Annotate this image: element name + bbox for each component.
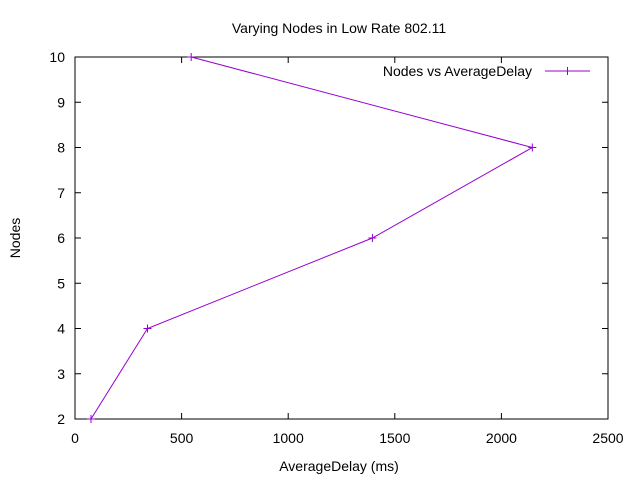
x-tick-label: 1500 [379,430,410,446]
x-tick-label: 2000 [486,430,517,446]
y-tick-label: 3 [57,366,65,382]
y-tick-label: 6 [57,230,65,246]
x-tick-label: 0 [71,430,79,446]
x-tick-label: 1000 [273,430,304,446]
x-axis: 0 500 1000 1500 2000 2500 [71,57,624,446]
y-tick-label: 7 [57,185,65,201]
chart-title: Varying Nodes in Low Rate 802.11 [232,20,446,36]
series-line [90,56,534,420]
y-axis-label: Nodes [7,218,23,258]
data-point [187,53,196,61]
y-tick-label: 8 [57,140,65,156]
y-tick-label: 10 [49,49,65,65]
data-point [368,234,377,242]
plot-frame [74,56,609,420]
y-axis: 2 3 4 5 6 7 8 9 10 [49,49,608,427]
series-layer [86,53,537,423]
y-tick-label: 5 [57,275,65,291]
x-tick-label: 500 [170,430,194,446]
y-tick-label: 4 [57,321,65,337]
y-tick-label: 2 [57,411,65,427]
legend-label: Nodes vs AverageDelay [383,63,532,79]
x-tick-label: 2500 [592,430,623,446]
data-point [86,415,95,423]
data-point [143,324,152,333]
x-axis-label: AverageDelay (ms) [279,458,399,474]
y-tick-label: 9 [57,94,65,110]
data-point [528,143,537,152]
legend: Nodes vs AverageDelay [383,63,590,79]
